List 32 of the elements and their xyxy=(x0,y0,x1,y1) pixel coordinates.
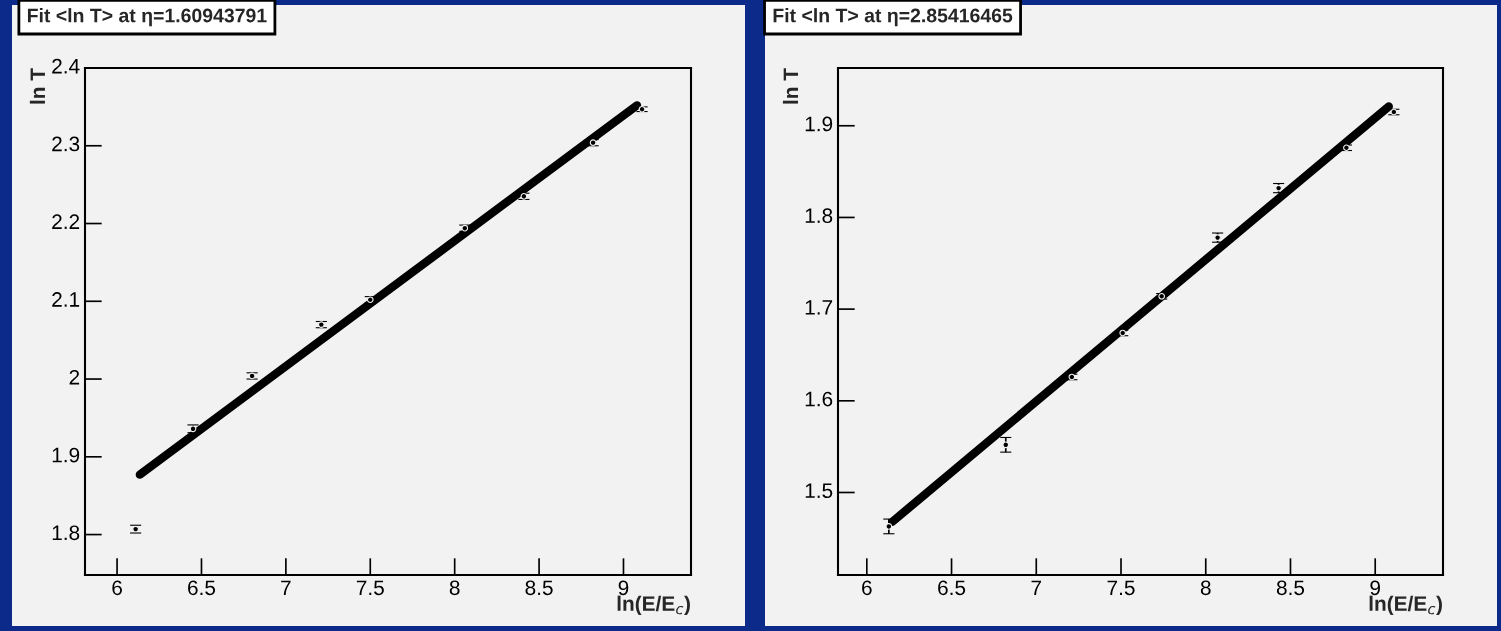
x-axis-title: ln(E/E$_{c}$) xyxy=(1369,595,1442,616)
y-tick-label: 2.1 xyxy=(52,292,80,307)
y-tick-label: 2.4 xyxy=(52,58,80,74)
y-tick-label: 2.2 xyxy=(52,214,80,229)
y-tick-label: 1.8 xyxy=(52,525,80,541)
y-tick-label: 2.3 xyxy=(52,136,80,152)
x-tick-label: 6 xyxy=(112,580,122,596)
x-tick-label: 7 xyxy=(281,580,291,595)
x-tick-label: 7.5 xyxy=(1107,580,1135,596)
y-tick-label: 1.9 xyxy=(805,116,833,132)
y-tick-label: 1.6 xyxy=(805,391,833,407)
chart-title: Fit <ln T> at η=1.60943791 xyxy=(27,8,267,27)
x-tick-label: 8.5 xyxy=(525,580,553,596)
x-tick-label: 9 xyxy=(618,580,629,596)
y-tick-label: 1.9 xyxy=(52,447,80,463)
x-tick-label: 7 xyxy=(1031,580,1042,595)
x-tick-label: 9 xyxy=(1370,580,1381,596)
x-axis-title: ln(E/E$_{c}$) xyxy=(617,595,690,616)
x-tick-label: 6.5 xyxy=(938,580,966,596)
x-tick-label: 7.5 xyxy=(356,580,384,596)
y-tick-label: 1.7 xyxy=(805,300,833,315)
y-tick-label: 1.8 xyxy=(805,208,833,224)
chart-title: Fit <ln T> at η=2.85416465 xyxy=(773,8,1013,27)
x-tick-label: 8 xyxy=(1200,580,1211,596)
y-axis-title: ln T xyxy=(29,68,45,104)
x-tick-label: 8.5 xyxy=(1276,580,1305,596)
y-tick-label: 1.5 xyxy=(805,483,833,499)
y-axis-title: ln T xyxy=(782,68,799,104)
x-tick-label: 8 xyxy=(449,580,460,596)
y-tick-label: 2 xyxy=(69,369,80,385)
x-tick-label: 6 xyxy=(862,580,872,596)
x-tick-label: 6.5 xyxy=(188,580,216,596)
